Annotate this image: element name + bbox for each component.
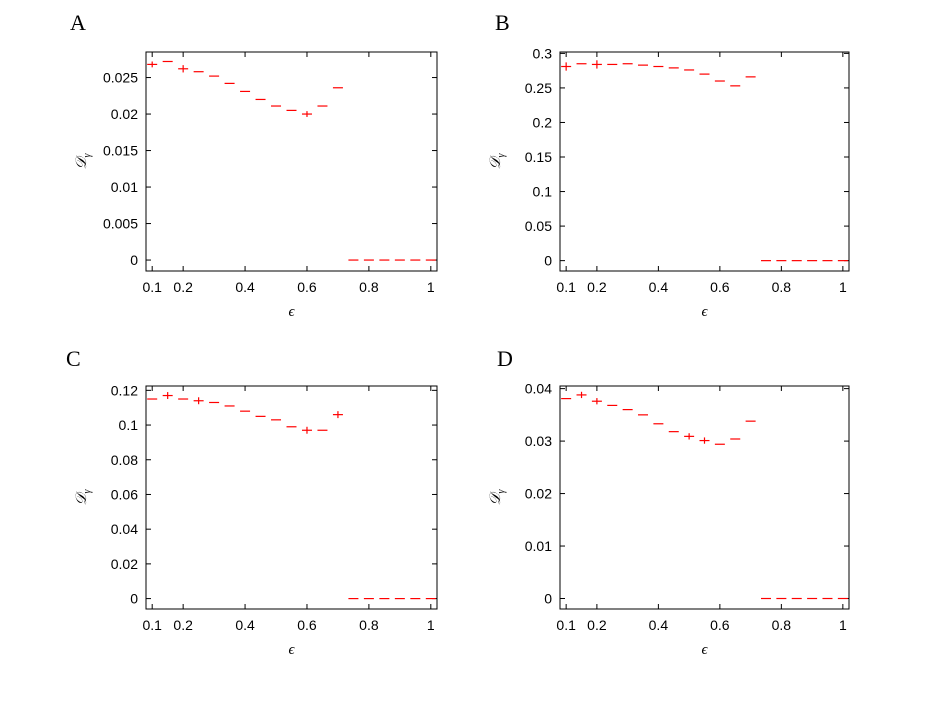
y-tick-label: 0.01 xyxy=(111,179,138,195)
data-point xyxy=(684,433,695,440)
x-tick-label: 0.2 xyxy=(587,279,607,295)
x-tick-label: 0.1 xyxy=(556,617,576,633)
panel-letter: C xyxy=(66,346,81,371)
y-tick-label: 0.01 xyxy=(525,538,552,554)
data-point xyxy=(591,60,602,69)
data-point xyxy=(699,437,710,444)
y-tick-label: 0.3 xyxy=(533,45,553,61)
x-tick-label: 0.6 xyxy=(710,617,730,633)
y-tick-label: 0.02 xyxy=(111,556,138,572)
data-point xyxy=(301,111,312,117)
chart-panel-b: B 0 0.05 0.1 0.15 0.2 0.25 0.3 0.1 0.2 0.4 0.6 0.8 1 ϵ… xyxy=(488,10,850,320)
data-point xyxy=(332,411,343,419)
y-tick-label: 0.015 xyxy=(103,143,138,159)
data-point xyxy=(591,398,602,405)
y-tick-label: 0.04 xyxy=(111,521,138,537)
x-tick-label: 0.4 xyxy=(235,279,255,295)
x-tick-label: 0.4 xyxy=(649,279,669,295)
x-axis-label: ϵ xyxy=(701,642,708,658)
x-tick-label: 0.2 xyxy=(587,617,607,633)
x-tick-label: 0.4 xyxy=(235,617,255,633)
x-tick-label: 0.8 xyxy=(772,617,792,633)
plot-frame xyxy=(559,385,850,610)
x-tick-label: 1 xyxy=(427,617,435,633)
x-tick-label: 0.6 xyxy=(710,279,730,295)
y-tick-label: 0.02 xyxy=(525,486,552,502)
panel-letter: A xyxy=(70,10,86,35)
data-point xyxy=(576,391,587,399)
y-tick-label: 0.02 xyxy=(111,106,138,122)
chart-panel-a: A 0 0.005 0.01 0.015 0.02 0.025 0.1 0.2 0.4 0.6 0.8… xyxy=(70,10,438,320)
y-tick-label: 0.03 xyxy=(525,433,552,449)
y-tick-label: 0.06 xyxy=(111,486,138,502)
y-tick-label: 0.005 xyxy=(103,216,138,232)
x-tick-label: 0.6 xyxy=(297,279,317,295)
x-axis-label: ϵ xyxy=(288,642,295,658)
x-tick-label: 0.1 xyxy=(142,617,162,633)
chart-panel-d: D 0 0.01 0.02 0.03 0.04 0.1 0.2 0.4 0.6 0.8 1 ϵ 𝒟γ xyxy=(488,346,850,658)
x-tick-label: 0.6 xyxy=(297,617,317,633)
y-tick-label: 0.05 xyxy=(525,218,552,234)
y-tick-label: 0 xyxy=(544,253,552,269)
x-tick-label: 1 xyxy=(427,279,435,295)
chart-panel-c: C 0 0.02 0.04 0.06 0.08 0.1 0.12 0.1 0.2 0.4 0.6 0.8… xyxy=(66,346,438,658)
y-tick-label: 0 xyxy=(130,252,138,268)
y-tick-label: 0.025 xyxy=(103,70,138,86)
plot-frame xyxy=(145,385,438,610)
y-axis-label: 𝒟γ xyxy=(74,488,93,505)
x-tick-label: 0.8 xyxy=(359,617,379,633)
data-point xyxy=(561,62,572,71)
y-tick-label: 0 xyxy=(130,591,138,607)
y-tick-label: 0.25 xyxy=(525,80,552,96)
y-tick-label: 0.04 xyxy=(525,381,552,397)
x-axis-label: ϵ xyxy=(701,304,708,320)
x-tick-label: 0.1 xyxy=(142,279,162,295)
x-axis-label: ϵ xyxy=(288,304,295,320)
x-tick-label: 1 xyxy=(839,617,847,633)
y-axis-label: 𝒟γ xyxy=(74,152,93,169)
y-tick-label: 0.1 xyxy=(533,184,553,200)
y-tick-label: 0.12 xyxy=(111,382,138,398)
data-point xyxy=(162,392,173,400)
y-tick-label: 0.15 xyxy=(525,149,552,165)
y-tick-label: 0 xyxy=(544,591,552,607)
y-tick-label: 0.08 xyxy=(111,452,138,468)
panel-letter: B xyxy=(495,10,510,35)
plot-frame xyxy=(559,51,850,272)
x-tick-label: 0.8 xyxy=(772,279,792,295)
panel-letter: D xyxy=(497,346,513,371)
data-point xyxy=(147,61,158,68)
y-tick-label: 0.1 xyxy=(119,417,139,433)
x-tick-label: 1 xyxy=(839,279,847,295)
plot-frame xyxy=(145,51,438,272)
x-tick-label: 0.8 xyxy=(359,279,379,295)
x-tick-label: 0.1 xyxy=(556,279,576,295)
y-axis-label: 𝒟γ xyxy=(488,488,507,505)
y-axis-label: 𝒟γ xyxy=(488,152,507,169)
x-tick-label: 0.2 xyxy=(173,279,193,295)
x-tick-label: 0.4 xyxy=(649,617,669,633)
x-tick-label: 0.2 xyxy=(173,617,193,633)
data-point xyxy=(193,397,204,405)
data-point xyxy=(301,426,312,434)
data-point xyxy=(178,65,189,73)
y-tick-label: 0.2 xyxy=(533,114,553,130)
